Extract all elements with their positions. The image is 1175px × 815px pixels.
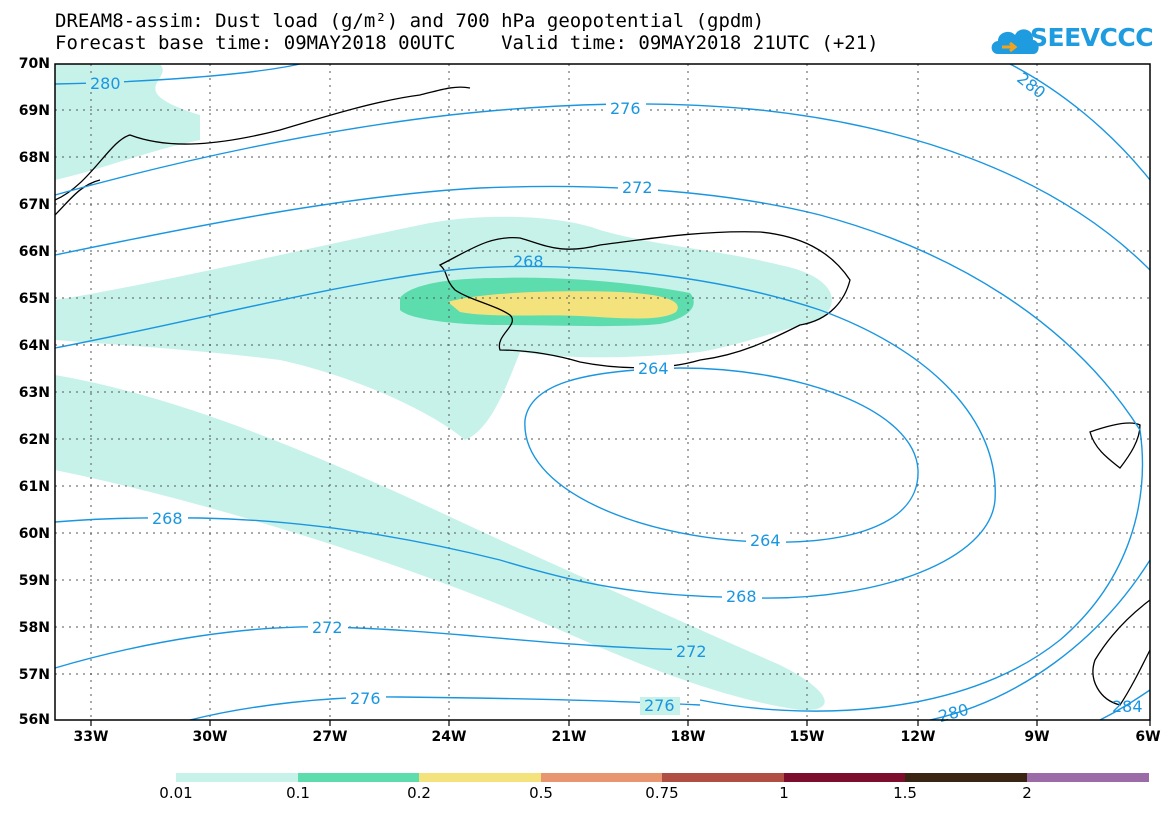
- colorbar: [176, 773, 1149, 782]
- contour-label: 272: [622, 178, 653, 197]
- colorbar-label: 0.01: [159, 784, 193, 802]
- lat-label: 68N: [18, 150, 50, 166]
- graticule: [55, 64, 1150, 720]
- colorbar-swatch: [176, 773, 298, 782]
- lat-label: 66N: [18, 244, 50, 260]
- contour-label: 268: [513, 252, 544, 271]
- contour-label: 264: [638, 359, 669, 378]
- map-frame: [54, 63, 1151, 721]
- contour-label: 276: [350, 689, 381, 708]
- contour-label: 280: [936, 700, 970, 726]
- colorbar-swatch: [419, 773, 541, 782]
- lon-label: 15W: [789, 729, 825, 745]
- colorbar-label: 0.75: [645, 784, 679, 802]
- colorbar-swatch: [905, 773, 1027, 782]
- lat-label: 58N: [18, 620, 50, 636]
- lat-label: 67N: [18, 197, 50, 213]
- colorbar-label: 2: [1022, 784, 1032, 802]
- logo-text: SEEVCCC: [1030, 23, 1154, 52]
- map-title: DREAM8-assim: Dust load (g/m²) and 700 h…: [55, 10, 765, 32]
- colorbar-label: 0.1: [286, 784, 310, 802]
- lat-label: 63N: [18, 385, 50, 401]
- lat-label: 57N: [18, 667, 50, 683]
- lon-label: 33W: [73, 729, 109, 745]
- colorbar-label: 0.2: [407, 784, 431, 802]
- colorbar-swatch: [784, 773, 905, 782]
- dust-layer-001: [55, 64, 832, 711]
- lon-label: 12W: [900, 729, 936, 745]
- lon-label: 9W: [1024, 729, 1050, 745]
- lat-label: 62N: [18, 432, 50, 448]
- colorbar-label: 1.5: [893, 784, 917, 802]
- colorbar-swatch: [298, 773, 419, 782]
- lat-label: 56N: [18, 712, 50, 728]
- contour-label: 284: [1112, 697, 1143, 716]
- lon-label: 30W: [192, 729, 228, 745]
- lat-label: 64N: [18, 338, 50, 354]
- contour-276-south: [189, 696, 701, 721]
- lat-label: 69N: [18, 103, 50, 119]
- contour-label: 276: [610, 99, 641, 118]
- contour-label: 268: [152, 509, 183, 528]
- forecast-times: Forecast base time: 09MAY2018 00UTC Vali…: [55, 32, 879, 54]
- contour-label: 272: [676, 642, 707, 661]
- colorbar-swatch: [1027, 773, 1149, 782]
- lon-label: 24W: [431, 729, 467, 745]
- contour-268: [54, 265, 996, 599]
- lon-label: 21W: [551, 729, 587, 745]
- colorbar-swatch: [662, 773, 784, 782]
- contour-label: 280: [90, 74, 121, 93]
- lat-label: 59N: [18, 573, 50, 589]
- contour-label: 268: [726, 587, 757, 606]
- colorbar-swatch: [541, 773, 662, 782]
- colorbar-label: 0.5: [529, 784, 553, 802]
- lon-label: 6W: [1135, 729, 1161, 745]
- contour-272: [54, 185, 1144, 712]
- lon-label: 27W: [312, 729, 348, 745]
- colorbar-label: 1: [779, 784, 789, 802]
- contour-label: 272: [312, 618, 343, 637]
- lat-label: 60N: [18, 526, 50, 542]
- contour-264: [524, 367, 919, 543]
- contour-label: 264: [750, 531, 781, 550]
- cloud-icon: [991, 29, 1039, 54]
- lat-label: 70N: [18, 56, 50, 72]
- contour-label: 276: [644, 696, 675, 715]
- lat-label: 65N: [18, 291, 50, 307]
- lon-label: 18W: [670, 729, 706, 745]
- contour-280-southeast: [929, 559, 1151, 721]
- coastlines: [54, 86, 1151, 706]
- lat-label: 61N: [18, 479, 50, 495]
- contour-label: 280: [1013, 69, 1049, 103]
- contour-280-east: [1009, 63, 1151, 181]
- contour-284-southeast: [1099, 689, 1151, 721]
